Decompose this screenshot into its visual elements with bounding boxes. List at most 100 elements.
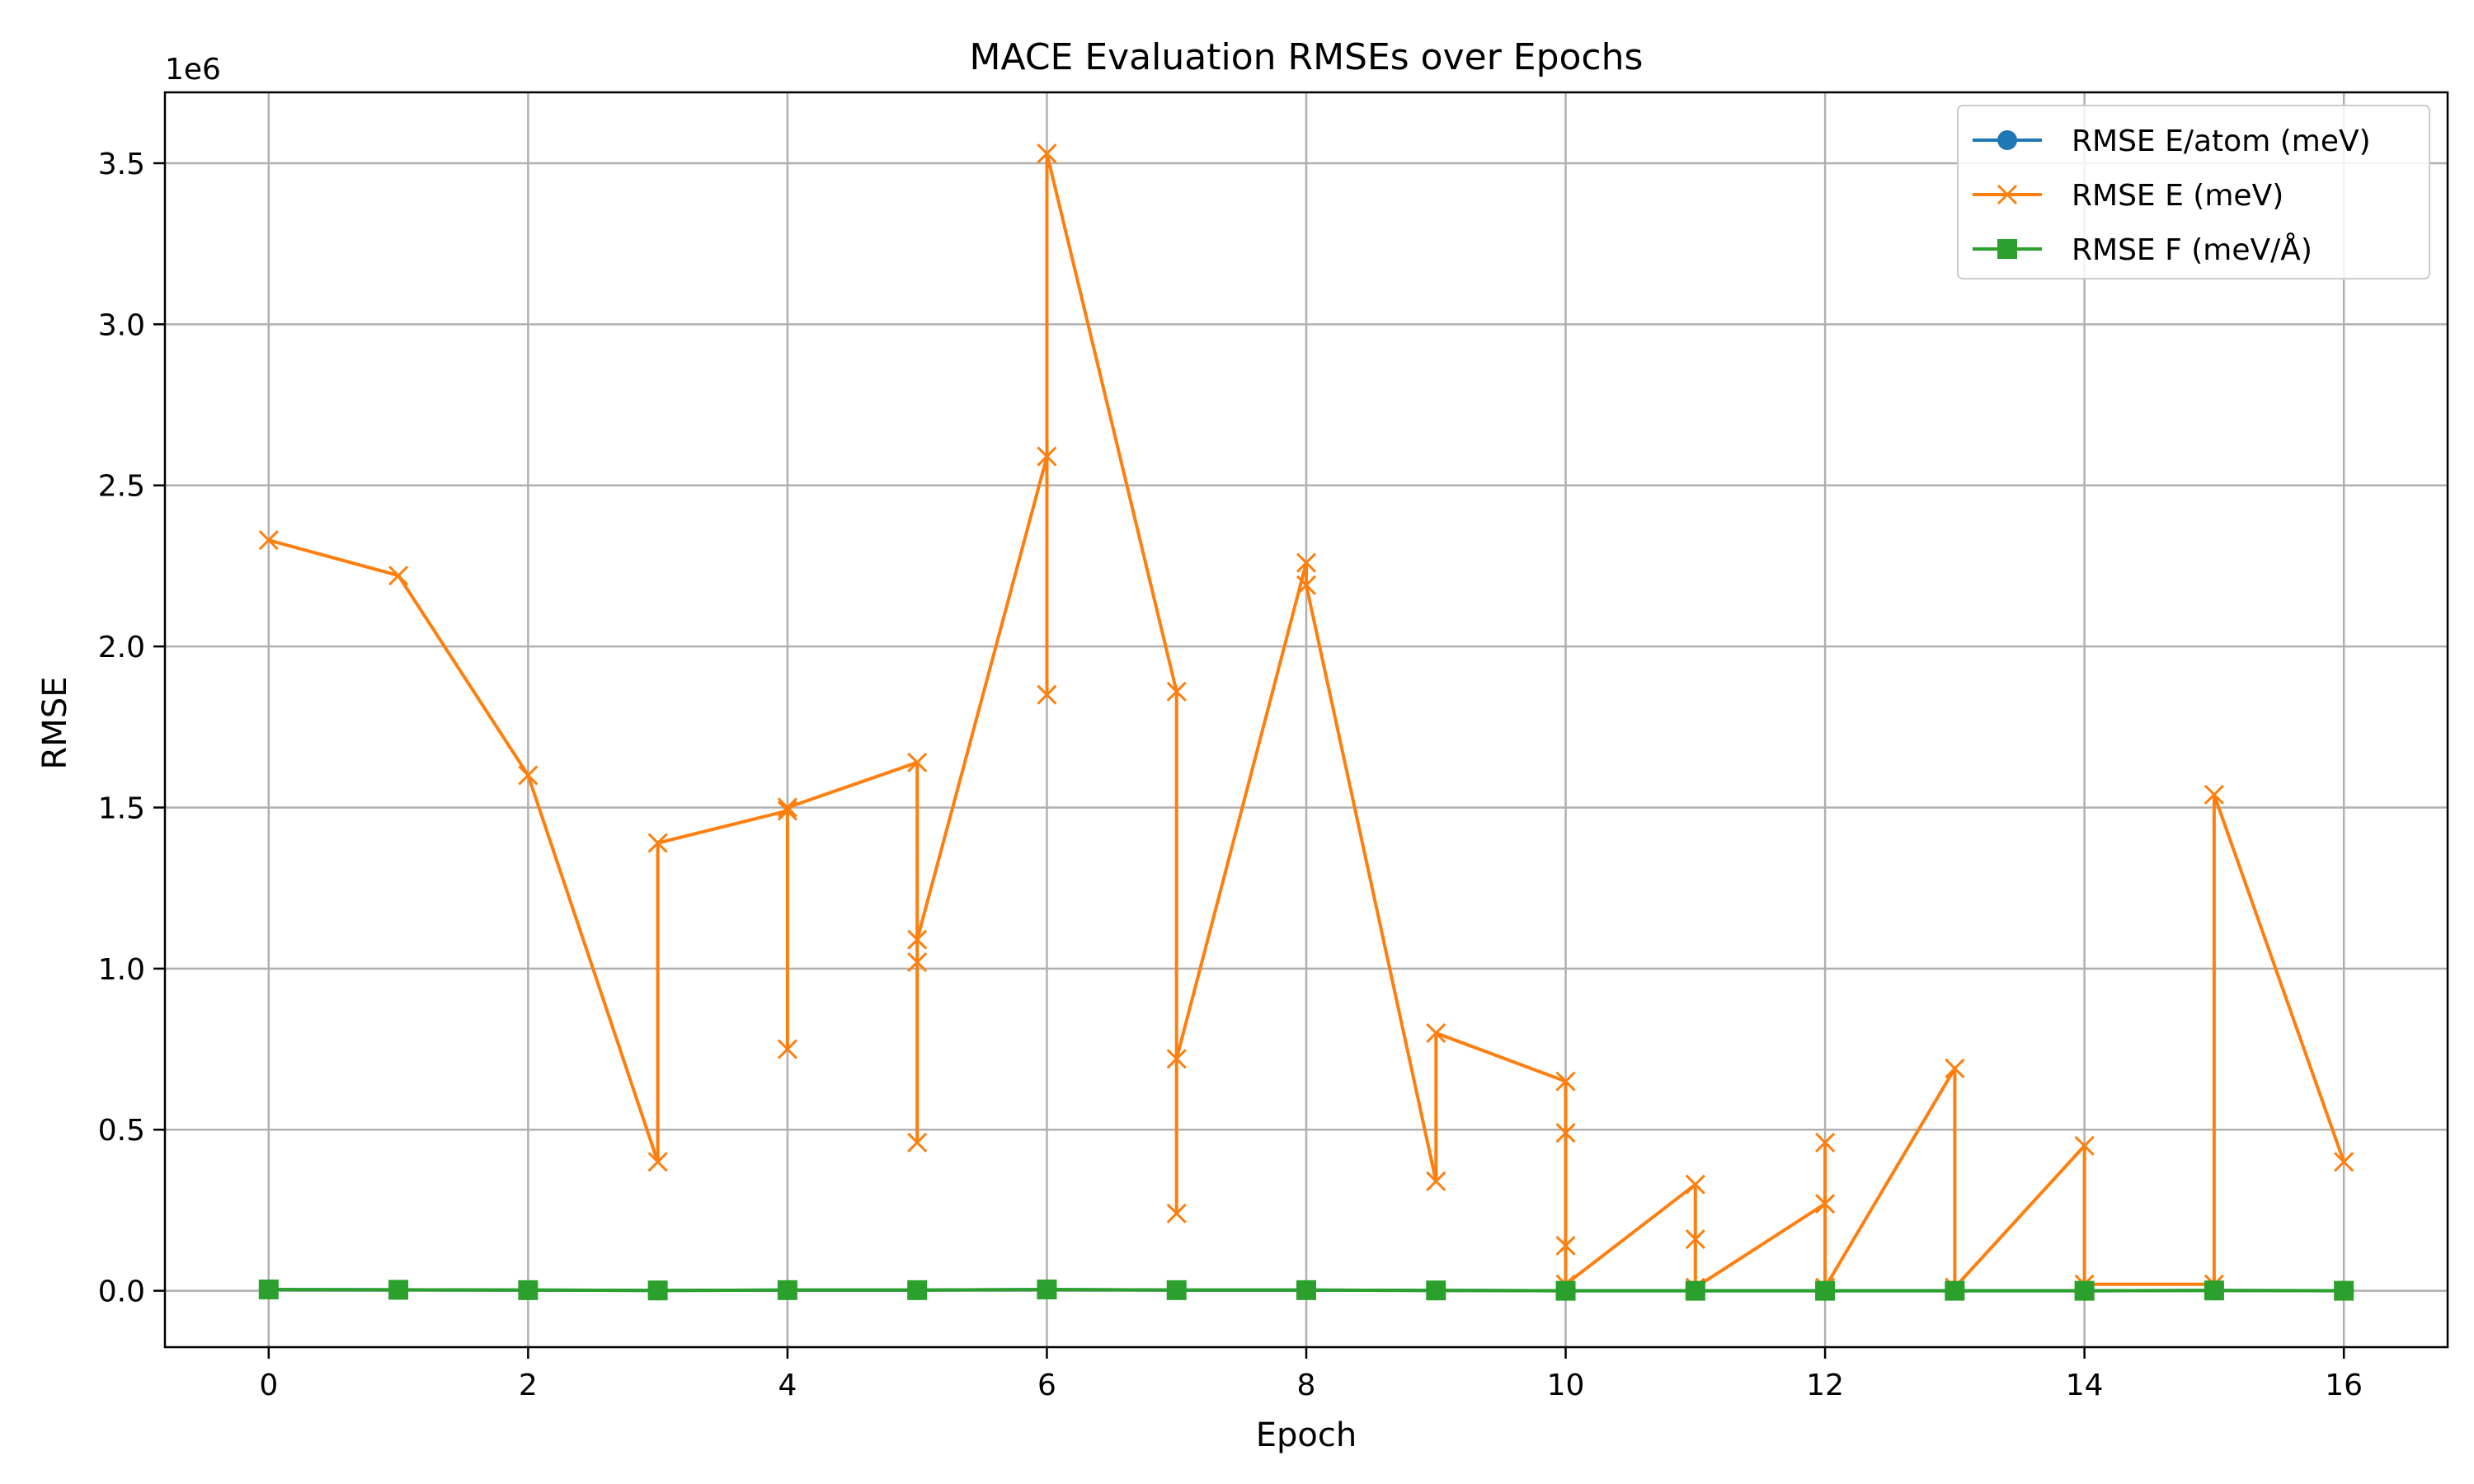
y-tick-label: 3.5 [98, 148, 145, 181]
data-point [1037, 143, 1057, 164]
legend-entry: RMSE F (meV/Å) [1973, 232, 2312, 267]
data-point [1555, 1235, 1576, 1256]
data-point [1685, 1174, 1705, 1195]
legend-marker [1997, 130, 2017, 150]
x-marker-stroke [1685, 1174, 1705, 1195]
data-point [1815, 1280, 1836, 1301]
legend-label: RMSE E (meV) [2072, 179, 2284, 213]
y-tick-label: 1.0 [98, 953, 145, 987]
data-point [647, 1152, 668, 1172]
x-marker-stroke [2334, 1152, 2354, 1172]
legend-entry: RMSE E (meV) [1973, 179, 2284, 213]
x-marker-stroke [388, 566, 409, 586]
data-point [1296, 552, 1317, 573]
data-point [777, 1280, 797, 1300]
x-marker-stroke [518, 765, 539, 786]
data-point [1426, 1022, 1446, 1044]
data-point [907, 929, 928, 950]
data-point [1037, 446, 1057, 467]
data-point [1166, 1280, 1187, 1300]
x-marker-stroke [907, 951, 928, 973]
x-marker-stroke [907, 752, 928, 773]
data-point [1945, 1058, 1965, 1079]
data-point [1296, 575, 1317, 595]
data-point [258, 530, 279, 551]
data-point [907, 1132, 928, 1153]
data-point [1037, 684, 1057, 705]
data-point [2204, 784, 2224, 805]
x-marker-stroke [907, 929, 928, 950]
data-point [1037, 1280, 1057, 1300]
data-point [1166, 1203, 1187, 1223]
x-marker-stroke [777, 797, 797, 818]
x-marker-stroke [1166, 681, 1187, 702]
x-marker-stroke [1296, 552, 1317, 573]
y-axis-label: RMSE [36, 677, 74, 770]
data-point [1166, 681, 1187, 702]
axis-ticks: 0 2 4 6 8 10 12 14 16 0.0 0.5 1.0 1.5 2.0 2.5 3.0 3.5 [98, 148, 2363, 1402]
x-marker-stroke [2204, 784, 2224, 805]
series-rmse-f-mev [258, 1280, 2354, 1301]
x-marker-stroke [1426, 1171, 1446, 1191]
chart-title: MACE Evaluation RMSEs over Epochs [970, 36, 1644, 78]
data-point [2334, 1152, 2354, 1172]
data-point [2074, 1280, 2095, 1301]
data-point [388, 1280, 409, 1300]
legend-label: RMSE F (meV/Å) [2072, 232, 2312, 267]
y-tick-label: 2.5 [98, 470, 145, 504]
x-marker-stroke [1166, 1203, 1187, 1223]
x-tick-label: 0 [259, 1369, 278, 1402]
data-point [1296, 1280, 1316, 1300]
data-point [647, 833, 668, 853]
y-tick-label: 2.0 [98, 631, 145, 665]
x-marker-stroke [907, 1132, 928, 1153]
y-tick-label: 3.0 [98, 308, 145, 342]
data-point [1166, 1049, 1187, 1069]
x-marker-stroke [1166, 1049, 1187, 1069]
x-marker-stroke [1997, 184, 2018, 205]
x-marker-stroke [2074, 1135, 2095, 1156]
x-marker-stroke [1945, 1058, 1965, 1079]
x-marker-stroke [777, 1039, 797, 1059]
x-tick-label: 14 [2066, 1369, 2104, 1402]
data-point [1426, 1280, 1446, 1301]
x-tick-label: 8 [1297, 1369, 1316, 1402]
x-tick-label: 12 [1806, 1369, 1844, 1402]
x-marker-stroke [1426, 1022, 1446, 1044]
x-marker-stroke [1685, 1229, 1705, 1250]
data-point [777, 797, 797, 818]
legend: RMSE E/atom (meV) RMSE E (meV) RMSE F (meV… [1957, 105, 2430, 279]
data-point [907, 1280, 928, 1300]
x-marker-stroke [1037, 446, 1057, 467]
x-marker-stroke [1555, 1235, 1576, 1256]
data-point [1945, 1280, 1965, 1301]
x-marker-stroke [647, 1152, 668, 1172]
data-point [1555, 1280, 1576, 1301]
x-marker-stroke [1555, 1123, 1576, 1144]
data-point [1555, 1071, 1576, 1092]
x-marker-stroke [1037, 143, 1057, 164]
legend-box [1957, 105, 2430, 279]
x-marker-stroke [1815, 1132, 1836, 1153]
data-point [777, 1039, 797, 1059]
data-point [1426, 1171, 1446, 1191]
legend-marker [1997, 239, 2017, 259]
legend-marker [1997, 184, 2018, 205]
x-tick-label: 2 [519, 1369, 538, 1402]
data-point [1815, 1132, 1836, 1153]
x-tick-label: 6 [1037, 1369, 1056, 1402]
x-marker-stroke [1037, 684, 1057, 705]
x-marker-stroke [647, 833, 668, 853]
data-point [907, 752, 928, 773]
data-point [258, 1280, 279, 1300]
data-point [1555, 1123, 1576, 1144]
data-point [518, 765, 539, 786]
plot-series [258, 143, 2354, 1301]
x-tick-label: 4 [778, 1369, 797, 1402]
data-point [1815, 1194, 1836, 1214]
data-point [2204, 1280, 2224, 1301]
x-tick-label: 16 [2325, 1369, 2363, 1402]
y-tick-label: 1.5 [98, 791, 145, 825]
x-axis-label: Epoch [1256, 1416, 1357, 1454]
